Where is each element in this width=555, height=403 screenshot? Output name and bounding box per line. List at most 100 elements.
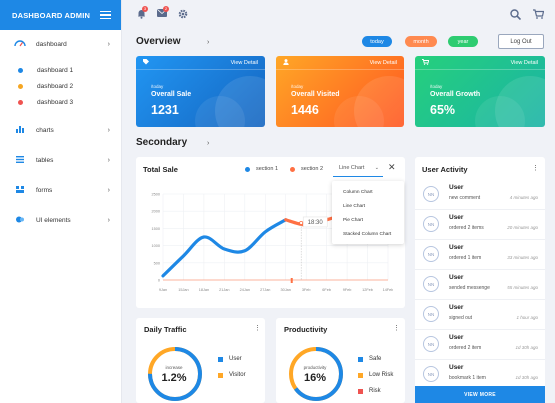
tag-icon <box>143 58 149 67</box>
activity-time: 20 minutes ago <box>507 225 538 230</box>
y-tick-label: 1000 <box>152 244 160 248</box>
sidebar-subitem-label: dashboard 3 <box>37 99 74 106</box>
activity-row[interactable]: NN User signed out 1 hour ago <box>415 300 545 330</box>
x-tick-label: 12Feb <box>362 288 373 292</box>
sidebar-item-ui-elements[interactable]: UI elements › <box>0 209 122 231</box>
daily-traffic-panel <box>136 318 265 403</box>
sidebar-item-label: dashboard <box>36 40 67 48</box>
search-icon[interactable] <box>510 9 522 22</box>
activity-user[interactable]: User <box>449 364 464 371</box>
daily-traffic-title: Daily Traffic <box>144 325 187 334</box>
more-options-icon[interactable]: ⋮ <box>254 325 261 332</box>
activity-action: ordered 1 item <box>449 255 482 261</box>
activity-user[interactable]: User <box>449 334 464 341</box>
chevron-right-icon: › <box>107 156 110 164</box>
range-today-button[interactable]: today <box>362 36 392 47</box>
avatar: NN <box>423 216 439 232</box>
x-tick-label: 15Jan <box>178 288 188 292</box>
legend-square <box>358 357 363 362</box>
menu-option-pie-chart[interactable]: Pie Chart <box>343 218 363 223</box>
view-more-button[interactable]: VIEW MORE <box>415 386 545 403</box>
cart-icon[interactable] <box>533 9 545 21</box>
sidebar-item-dashboard[interactable]: dashboard › <box>0 33 122 55</box>
y-tick-label: 2000 <box>152 210 160 214</box>
menu-option-column-chart[interactable]: Column Chart <box>343 190 373 195</box>
activity-action: signed out <box>449 315 473 321</box>
sidebar-item-label: UI elements <box>36 216 71 224</box>
chevron-right-icon[interactable]: › <box>207 39 210 46</box>
range-year-button[interactable]: year <box>448 36 478 47</box>
activity-row[interactable]: NN User new comment 4 minutes ago <box>415 180 545 210</box>
sidebar-subitem-dashboard-1[interactable]: dashboard 1 <box>0 67 122 74</box>
stat-card-overall-growth: View Detail /today Overall Growth 65% <box>415 56 545 127</box>
activity-time: 1d 30h ago <box>515 375 538 380</box>
x-tick-label: 6Feb <box>322 288 331 292</box>
view-detail-link[interactable]: View Detail <box>230 59 258 66</box>
chart-type-menu: Column Chart Line Chart Pie Chart Stacke… <box>332 181 404 244</box>
activity-action: ordered 2 item <box>449 345 482 351</box>
activity-row[interactable]: NN User ordered 2 items 20 minutes ago <box>415 210 545 240</box>
card-value: 65% <box>430 103 456 117</box>
legend-label: section 2 <box>301 166 324 172</box>
activity-time: 1 hour ago <box>516 315 538 320</box>
chart-type-select[interactable]: Line Chart ⌄ <box>333 160 383 177</box>
chevron-right-icon: › <box>107 186 110 194</box>
avatar: NN <box>423 336 439 352</box>
sidebar-item-tables[interactable]: tables › <box>0 149 122 171</box>
y-tick-label: 1500 <box>152 227 160 231</box>
bar-chart-icon <box>14 125 26 135</box>
range-month-button[interactable]: month <box>405 36 437 47</box>
sidebar-subitem-dashboard-3[interactable]: dashboard 3 <box>0 99 122 106</box>
activity-user[interactable]: User <box>449 244 464 251</box>
chevron-down-icon: ⌄ <box>374 165 379 171</box>
series-line-1 <box>161 218 288 278</box>
view-detail-link[interactable]: View Detail <box>369 59 397 66</box>
logout-button[interactable]: Log Out <box>498 34 544 49</box>
notification-badge: 3 <box>142 6 148 12</box>
legend-label: Low Risk <box>369 372 394 378</box>
overview-title: Overview <box>136 36 181 47</box>
total-sale-title: Total Sale <box>143 165 178 174</box>
legend-label: Safe <box>369 356 382 362</box>
traffic-ring-value: 1.2% <box>161 372 187 384</box>
sidebar-item-label: charts <box>36 126 54 134</box>
chevron-right-icon[interactable]: › <box>207 140 210 147</box>
x-tick-label: 14Feb <box>383 288 393 292</box>
sidebar-item-label: tables <box>36 156 54 164</box>
close-icon[interactable]: ✕ <box>388 162 396 172</box>
activity-user[interactable]: User <box>449 184 464 191</box>
legend-label: User <box>229 356 242 362</box>
activity-row[interactable]: NN User ordered 2 item 1d 30h ago <box>415 330 545 360</box>
sidebar-item-forms[interactable]: forms › <box>0 179 122 201</box>
legend-dot <box>290 167 295 172</box>
activity-action: new comment <box>449 195 481 201</box>
mail-badge: 2 <box>163 6 169 12</box>
sidebar-item-charts[interactable]: charts › <box>0 119 122 141</box>
more-options-icon[interactable]: ⋮ <box>532 165 539 172</box>
secondary-title: Secondary <box>136 137 188 148</box>
menu-option-stacked-column-chart[interactable]: Stacked Column Chart <box>343 232 392 237</box>
chevron-right-icon: › <box>107 126 110 134</box>
hamburger-icon[interactable] <box>100 10 111 20</box>
activity-user[interactable]: User <box>449 304 464 311</box>
view-detail-link[interactable]: View Detail <box>510 59 538 66</box>
gear-icon[interactable] <box>178 9 188 21</box>
activity-user[interactable]: User <box>449 214 464 221</box>
sidebar-subitem-dashboard-2[interactable]: dashboard 2 <box>0 83 122 90</box>
chevron-right-icon: › <box>107 216 110 224</box>
sidebar-item-label: forms <box>36 186 53 194</box>
legend-square <box>218 357 223 362</box>
menu-option-line-chart[interactable]: Line Chart <box>343 204 366 209</box>
activity-row[interactable]: NN User sended messenge 55 minutes ago <box>415 270 545 300</box>
avatar: NN <box>423 246 439 262</box>
more-options-icon[interactable]: ⋮ <box>393 325 400 332</box>
activity-row[interactable]: NN User ordered 1 item 33 minutes ago <box>415 240 545 270</box>
activity-user[interactable]: User <box>449 274 464 281</box>
brand-title: DASHBOARD ADMIN <box>12 10 91 20</box>
card-label: Overall Visited <box>291 91 340 98</box>
activity-time: 55 minutes ago <box>507 285 538 290</box>
card-period: /today <box>151 84 164 89</box>
stat-card-overall-sale: View Detail /today Overall Sale 1231 <box>136 56 265 127</box>
activity-action: ordered 2 items <box>449 225 484 231</box>
avatar: NN <box>423 276 439 292</box>
